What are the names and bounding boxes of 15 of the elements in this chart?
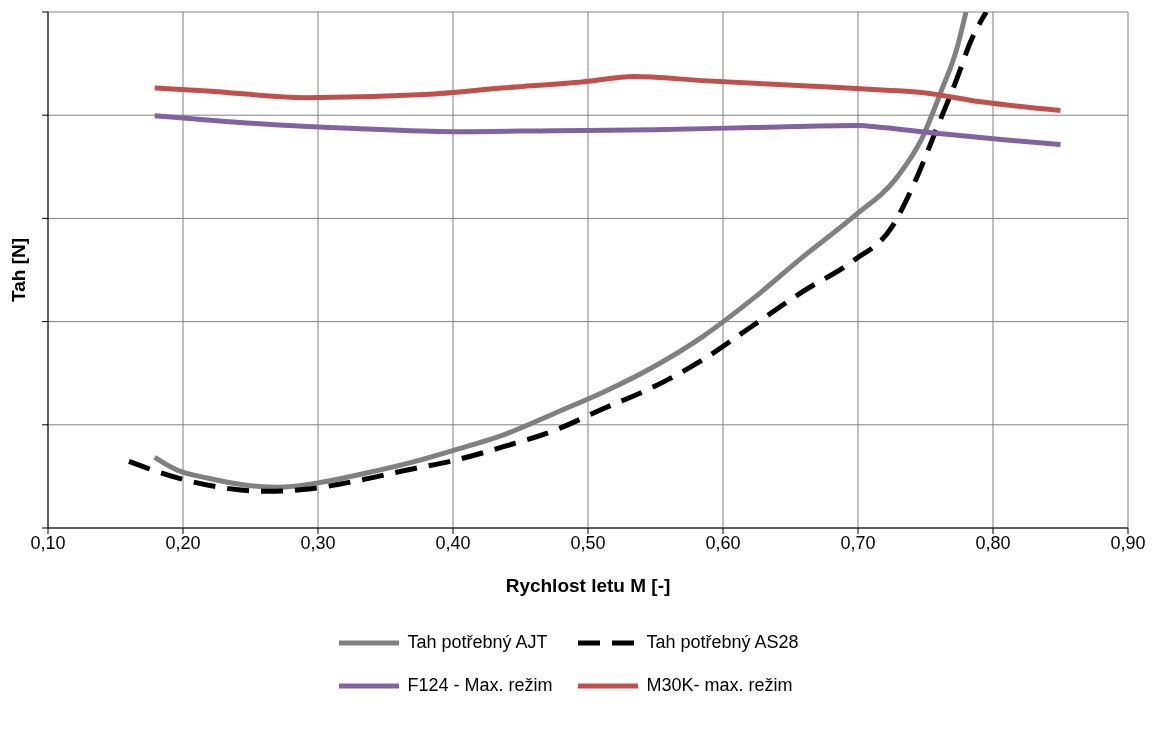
x-tick-label: 0,60 <box>705 532 741 553</box>
x-tick-label: 0,50 <box>570 532 606 553</box>
legend-label: F124 - Max. režim <box>407 675 553 696</box>
x-tick-label: 0,40 <box>435 532 471 553</box>
x-tick-label: 0,30 <box>300 532 336 553</box>
x-tick-label: 0,20 <box>165 532 201 553</box>
x-tick-label: 0,10 <box>30 532 66 553</box>
x-axis-title: Rychlost letu M [-] <box>505 575 671 596</box>
legend-label: Tah potřebný AJT <box>407 632 548 653</box>
x-tick-label: 0,90 <box>1110 532 1146 553</box>
x-tick-label: 0,70 <box>840 532 876 553</box>
y-axis-title: Tah [N] <box>7 237 29 303</box>
legend-label: Tah potřebný AS28 <box>646 632 799 653</box>
legend-label: M30K- max. režim <box>646 675 793 696</box>
x-tick-label: 0,80 <box>975 532 1011 553</box>
